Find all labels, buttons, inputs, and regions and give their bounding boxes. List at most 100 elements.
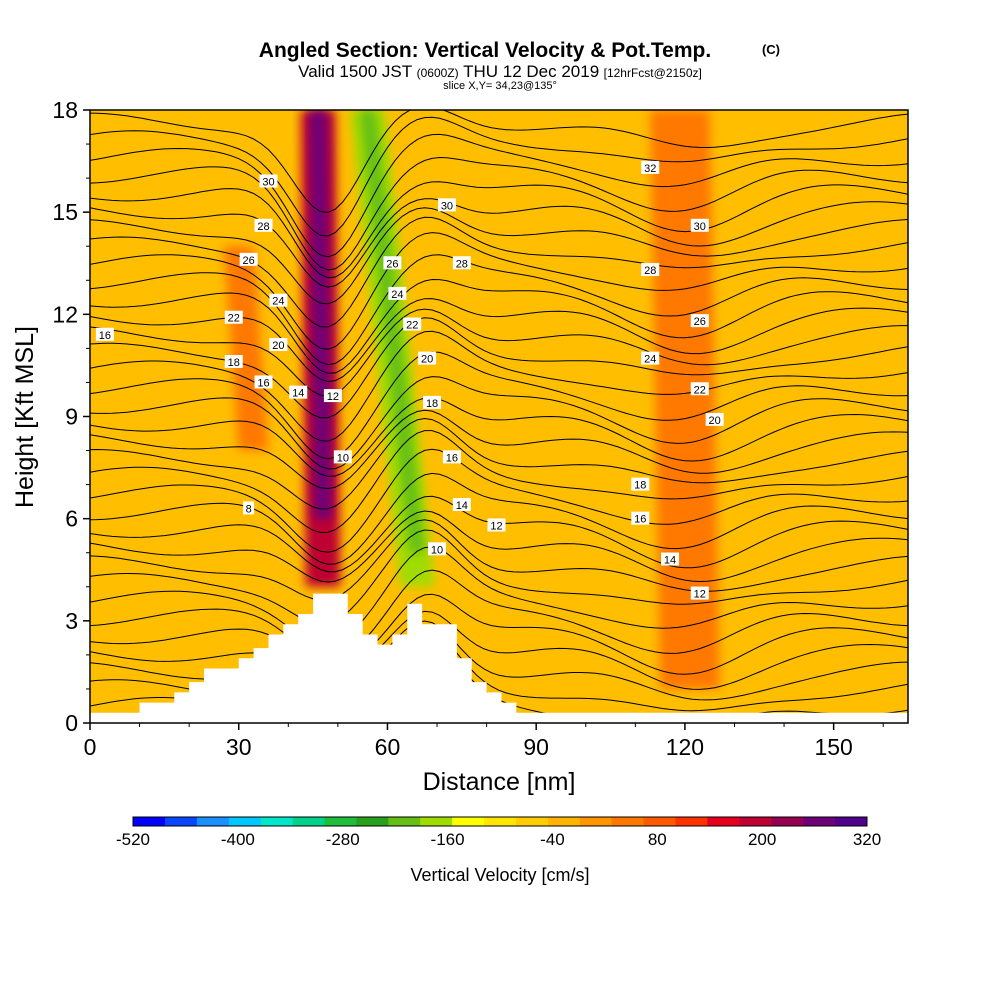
plot-area: 30 28 26 24 22 20 18 16 14 12 10 8 16 30 28 26 24 22 20 18 1… [90,110,908,723]
contour-label: 8 [243,501,255,515]
contour-label: 12 [487,518,506,532]
contour-label: 26 [239,252,258,267]
contour-label: 16 [442,450,461,464]
colorbar-tick-label: -400 [221,830,255,849]
y-axis: 0 3 6 9 12 15 18 [52,97,90,736]
contour-label: 26 [383,256,402,270]
colorbar-segment [260,817,294,826]
colorbar-segment [292,817,325,826]
svg-text:22: 22 [694,384,706,396]
svg-text:28: 28 [644,265,656,277]
isentrope-line [90,417,908,510]
isentrope-line [90,133,908,258]
colorbar-segment [452,817,485,826]
svg-text:26: 26 [694,316,706,328]
colorbar-tick-label: -40 [540,830,565,849]
subtitle-valid-time: Valid 1500 JST [298,62,412,81]
colorbar-tick-label: -520 [116,830,150,849]
isentrope-line [90,510,908,583]
contour-label: 14 [452,498,471,512]
contour-label: 20 [269,337,288,352]
isentrope-line [90,254,908,366]
contour-label: 26 [690,314,709,328]
contour-label: 14 [661,552,680,567]
colorbar-segment [771,817,804,826]
isentrope-line [90,278,908,374]
svg-text:24: 24 [272,296,284,308]
y-tick-label: 6 [65,506,78,532]
colorbar-segment [228,817,262,826]
contour-label: 12 [690,586,709,601]
contour-label: 28 [452,256,471,270]
svg-text:12: 12 [694,589,706,601]
colorbar-segment [707,817,740,826]
contour-label: 16 [254,375,273,389]
svg-text:24: 24 [644,354,656,366]
isentrope-line [90,397,908,477]
isentrope-line [90,198,908,288]
svg-text:14: 14 [664,555,676,567]
subtitle-forecast: [12hrFcst@2150z] [604,66,702,80]
isentrope-line [90,116,908,237]
chart-subtitle: Valid 1500 JST (0600Z) THU 12 Dec 2019 [… [298,62,702,81]
x-tick-label: 90 [523,734,549,760]
svg-text:10: 10 [431,544,443,556]
isentrope-line [90,351,908,460]
y-tick-label: 0 [65,710,78,736]
colorbar-segment [356,817,389,826]
svg-text:22: 22 [406,320,418,332]
isentrope-line [90,593,908,675]
contour-label: 24 [269,293,288,308]
x-tick-label: 120 [666,734,704,760]
colorbar-segment [643,817,677,826]
svg-text:12: 12 [490,520,502,532]
contour-label: 14 [289,385,308,400]
plot-background [90,110,908,723]
isentrope-line [90,569,908,660]
colorbar-segment [164,817,198,826]
x-tick-label: 30 [226,734,252,760]
svg-text:16: 16 [99,330,111,342]
colorbar-segment [484,817,517,826]
isentrope-line [90,207,908,305]
isentrope-line [90,181,908,279]
isentrope-line [90,308,908,397]
isentrope-line [90,376,908,470]
terrain-profile [90,593,908,723]
svg-text:16: 16 [257,377,269,389]
colorbar-tick-label: -160 [431,830,465,849]
svg-text:32: 32 [644,163,656,175]
y-tick-label: 12 [52,301,78,327]
colorbar-tick-label: -280 [326,830,360,849]
colorbar-segment [324,817,357,826]
isentrope-line [90,110,908,213]
svg-text:18: 18 [228,357,240,369]
colorbar-segment [196,817,230,826]
velocity-band-3 [360,110,425,553]
svg-text:26: 26 [386,258,398,270]
isentrope-line [90,409,908,490]
contour-label: 22 [690,382,709,396]
contour-label: 22 [224,310,243,325]
contour-label: 18 [224,355,243,369]
x-tick-label: 0 [84,734,97,760]
svg-text:28: 28 [456,258,468,270]
contour-label: 20 [418,351,437,366]
contour-labels: 30 28 26 24 22 20 18 16 14 12 10 8 16 30 28 26 24 22 20 18 1… [95,160,724,601]
isentrope-line [90,330,908,442]
contour-label: 10 [333,450,352,464]
svg-text:14: 14 [456,500,468,512]
isentrope-line [90,448,908,553]
colorbar-label: Vertical Velocity [cm/s] [410,865,589,885]
svg-text:28: 28 [257,221,269,233]
isentrope-line [90,430,908,534]
colorbar-tick-label: 80 [648,830,667,849]
svg-text:24: 24 [391,289,403,301]
svg-text:30: 30 [694,221,706,233]
isentrope-line [90,529,908,625]
isentrope-line [90,610,908,690]
y-tick-label: 18 [52,97,78,123]
y-tick-label: 15 [52,199,78,225]
contour-label: 16 [631,511,650,526]
